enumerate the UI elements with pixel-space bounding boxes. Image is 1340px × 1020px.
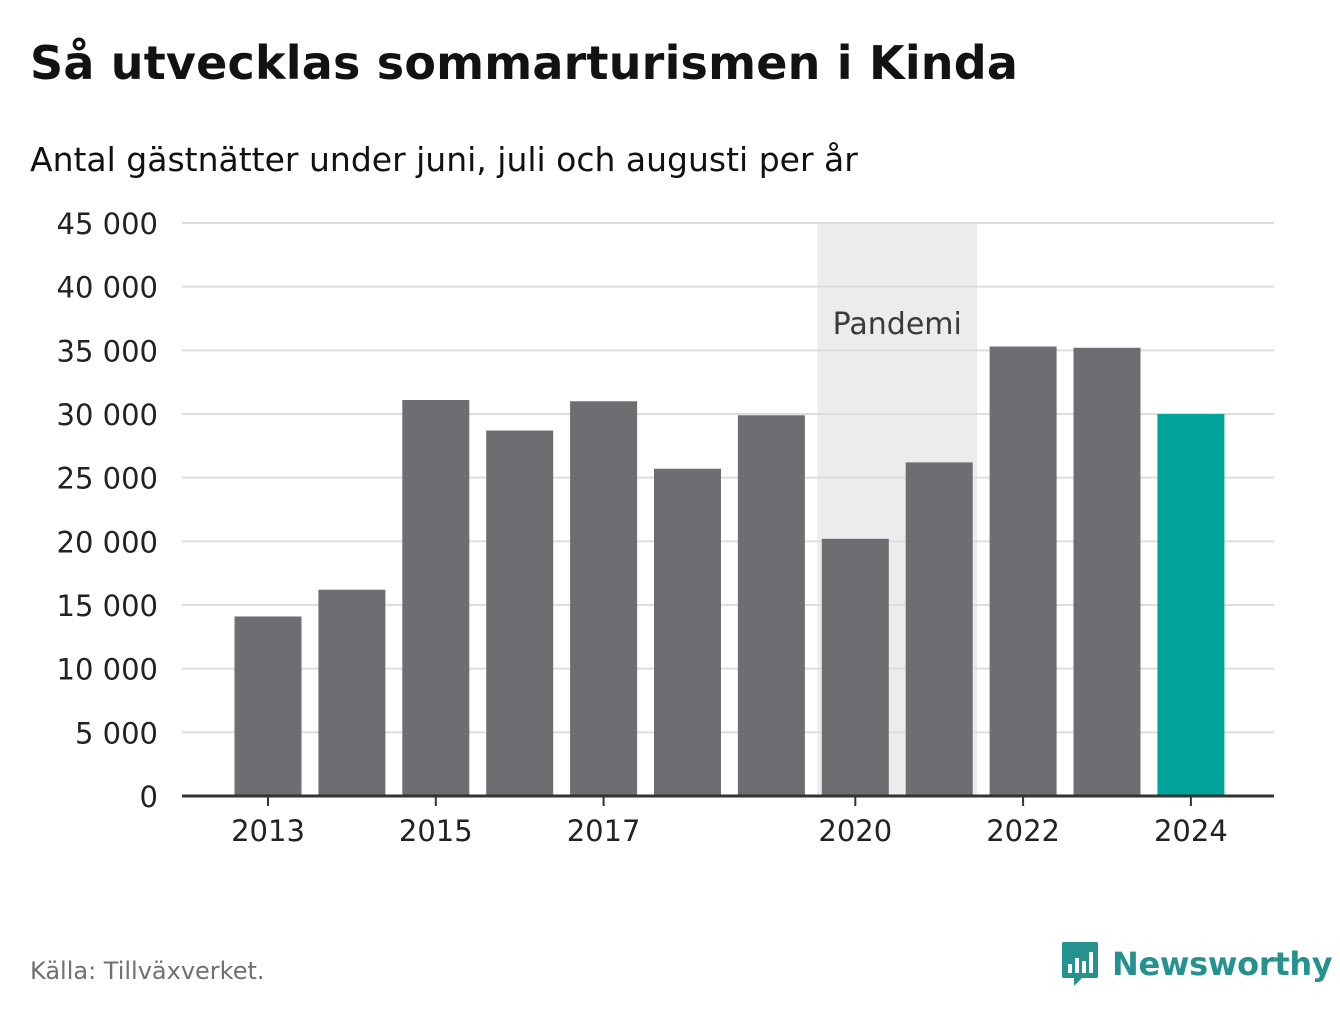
brand-name: Newsworthy: [1112, 945, 1333, 983]
bar-2020: [821, 538, 889, 796]
chart-subtitle: Antal gästnätter under juni, juli och au…: [30, 140, 858, 179]
y-tick-label: 20 000: [57, 525, 158, 559]
y-tick-label: 15 000: [57, 589, 158, 623]
bar-2021: [905, 462, 973, 796]
bar-2018: [654, 468, 721, 796]
bar-2022: [989, 346, 1057, 796]
bar-2014: [318, 589, 386, 796]
brand-logo: Newsworthy: [1060, 940, 1333, 988]
y-tick-label: 5 000: [75, 716, 158, 750]
axis-layer: 2013 2015 2017 2020 2022 2024: [182, 794, 1274, 848]
y-tick-label: 0: [140, 780, 158, 814]
source-note: Källa: Tillväxverket.: [30, 957, 265, 985]
bar-2013: [234, 616, 302, 796]
bar-2016: [486, 430, 554, 796]
bar-chart: Pandemi 0 5 000 10 000 15 000 20 000 25 000 30…: [57, 207, 1274, 848]
x-tick-label: 2024: [1154, 814, 1228, 848]
x-tick-label: 2015: [399, 814, 473, 848]
y-tick-label: 40 000: [57, 271, 158, 305]
x-tick-label: 2020: [818, 814, 892, 848]
y-tick-label: 10 000: [57, 653, 158, 687]
bar-2023: [1073, 347, 1141, 796]
bar-2017: [570, 401, 638, 796]
bar-2019: [737, 415, 805, 796]
bar-layer: [234, 346, 1225, 796]
y-tick-label: 25 000: [57, 462, 158, 496]
bar-2024: [1157, 414, 1225, 796]
chart-title: Så utvecklas sommarturismen i Kinda: [30, 36, 1019, 90]
annotation-label: Pandemi: [833, 307, 962, 342]
newsworthy-logo-icon: [1062, 942, 1098, 986]
y-tick-label: 45 000: [57, 207, 158, 241]
x-tick-label: 2013: [231, 814, 305, 848]
y-tick-label: 35 000: [57, 334, 158, 368]
bar-2015: [402, 399, 470, 796]
x-tick-label: 2017: [567, 814, 641, 848]
x-tick-label: 2022: [986, 814, 1060, 848]
y-tick-label: 30 000: [57, 398, 158, 432]
